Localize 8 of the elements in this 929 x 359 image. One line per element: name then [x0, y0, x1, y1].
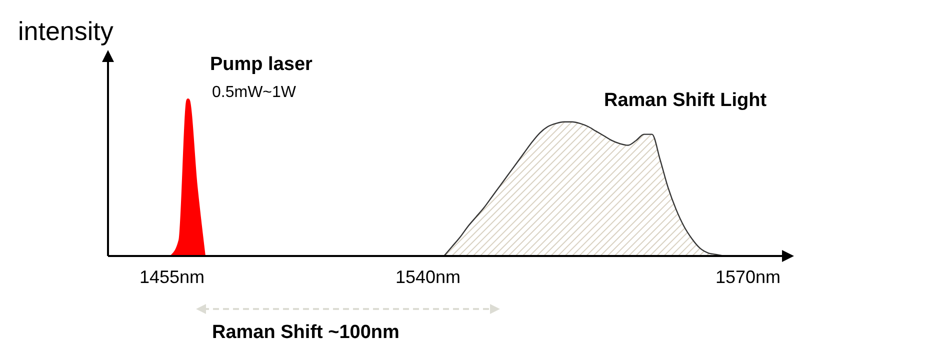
series-label: Raman Shift Light [604, 90, 768, 111]
x-tick-label: 1570nm [715, 267, 781, 287]
text: Raman Shift ~100nm [212, 322, 400, 343]
series-label: Pump laser [210, 54, 314, 75]
x-tick-label: 1540nm [395, 267, 461, 287]
y-axis-title: intensity [18, 16, 114, 46]
annotation: 0.5mW~1W [212, 84, 297, 101]
x-tick-label: 1455nm [139, 267, 205, 287]
